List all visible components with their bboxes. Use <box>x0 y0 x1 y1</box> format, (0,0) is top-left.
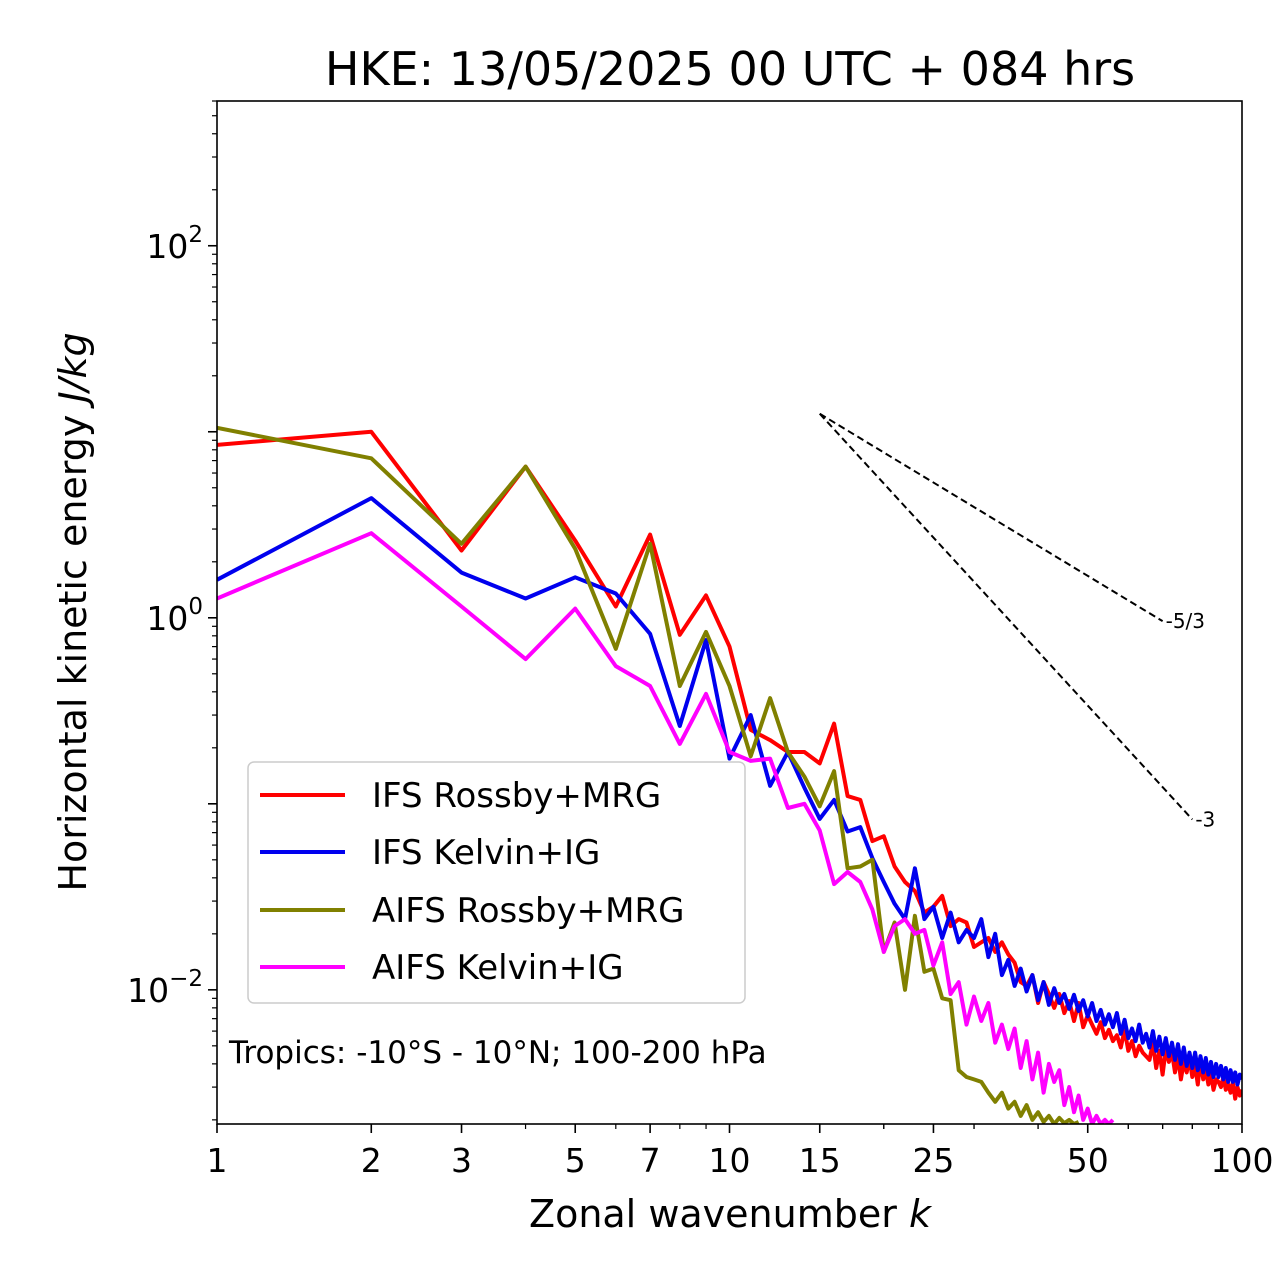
legend-box <box>247 761 746 1004</box>
legend-label-ifs-kelvin: IFS Kelvin+IG <box>372 833 600 873</box>
x-axis-label: Zonal wavenumber k <box>529 1192 933 1236</box>
series-line-2 <box>217 496 1242 1087</box>
x-tick-label: 100 <box>1211 1141 1274 1180</box>
reference-slope-line-1 <box>819 412 1164 623</box>
reference-slope-label-2: -3 <box>1195 807 1215 831</box>
y-tick-label: 10−2 <box>127 966 203 1010</box>
reference-slope-line-2 <box>819 413 1194 821</box>
y-axis-label: Horizontal kinetic energy J/kg <box>51 332 95 891</box>
legend-label-ifs-rossby: IFS Rossby+MRG <box>372 776 661 816</box>
legend-label-aifs-kelvin: AIFS Kelvin+IG <box>372 948 624 988</box>
chart-title: HKE: 13/05/2025 00 UTC + 084 hrs <box>325 42 1135 96</box>
y-axis-ticks: 102 100 10−2 <box>127 100 217 1121</box>
x-tick-label: 5 <box>565 1141 586 1180</box>
y-tick-label: 100 <box>146 594 203 638</box>
x-tick-label: 25 <box>912 1141 954 1180</box>
legend-label-aifs-rossby: AIFS Rossby+MRG <box>372 891 684 931</box>
x-tick-label: 50 <box>1067 1141 1109 1180</box>
x-tick-label: 1 <box>207 1141 228 1180</box>
reference-slope-layer: -5/3 -3 <box>819 412 1215 831</box>
x-tick-label: 2 <box>361 1141 382 1180</box>
series-line-3 <box>217 425 1080 1124</box>
legend: IFS Rossby+MRG IFS Kelvin+IG AIFS Rossby… <box>247 761 746 1004</box>
x-tick-label: 10 <box>709 1141 751 1180</box>
series-line-4 <box>217 531 1115 1124</box>
series-layer <box>217 425 1242 1124</box>
region-annotation: Tropics: -10°S - 10°N; 100-200 hPa <box>228 1035 767 1071</box>
x-tick-label: 7 <box>640 1141 661 1180</box>
x-tick-label: 3 <box>451 1141 472 1180</box>
y-tick-label: 102 <box>146 222 203 266</box>
reference-slope-label-1: -5/3 <box>1166 609 1205 633</box>
x-axis-ticks: 1 2 3 5 7 10 15 25 50 100 <box>207 1124 1274 1180</box>
x-tick-label: 15 <box>799 1141 841 1180</box>
